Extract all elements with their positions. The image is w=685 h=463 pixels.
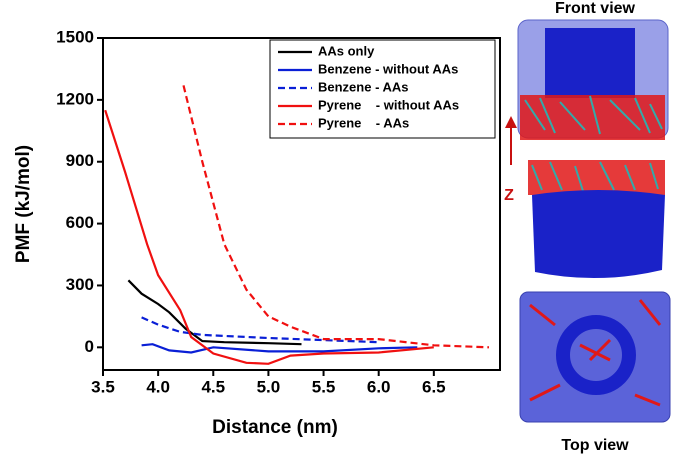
x-tick-label: 4.5	[201, 377, 225, 396]
x-tick-label: 6.5	[422, 377, 446, 396]
legend-box	[269, 39, 496, 139]
series-line	[182, 85, 490, 349]
y-tick-label: 900	[66, 151, 94, 170]
y-tick-label: 0	[85, 337, 94, 356]
legend-label: AAs only	[318, 43, 375, 58]
y-tick-label: 1200	[56, 89, 94, 108]
y-axis-label: PMF (kJ/mol)	[13, 145, 34, 263]
plot-frame	[102, 37, 501, 371]
y-tick-label: 300	[66, 275, 94, 294]
front-view-label: Front view	[555, 0, 636, 17]
z-arrow-head	[505, 116, 517, 128]
series-line	[141, 343, 418, 354]
legend-label: Benzene - without AAs	[318, 61, 458, 76]
x-tick-label: 5.0	[257, 377, 281, 396]
top-view-image	[519, 291, 671, 423]
legend-label: Pyrene - AAs	[318, 115, 409, 130]
x-tick-label: 6.0	[367, 377, 391, 396]
series-line	[127, 279, 302, 346]
top-view-label: Top view	[561, 437, 629, 454]
side-view-image	[528, 160, 665, 279]
y-tick-label: 1500	[56, 27, 94, 46]
x-tick-label: 4.0	[146, 377, 170, 396]
z-label: Z	[504, 187, 514, 204]
x-tick-label: 5.5	[312, 377, 336, 396]
legend-label: Pyrene - without AAs	[318, 97, 459, 112]
x-tick-label: 3.5	[91, 377, 115, 396]
legend-label: Benzene - AAs	[318, 79, 409, 94]
x-axis-label: Distance (nm)	[212, 417, 338, 438]
front-view-image	[517, 19, 669, 140]
series-line	[104, 109, 434, 365]
y-tick-label: 600	[66, 213, 94, 232]
